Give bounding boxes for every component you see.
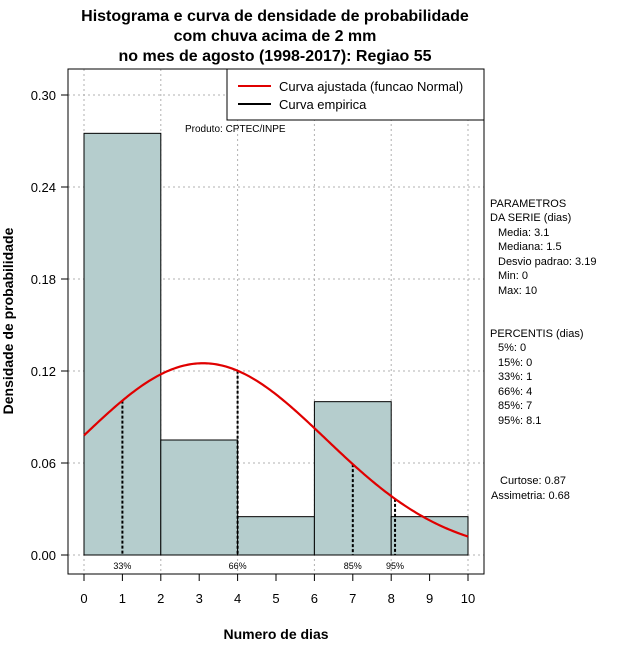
parameters-heading-1: PARAMETROS xyxy=(490,198,566,210)
percentile-95: 95%: 8.1 xyxy=(498,415,541,427)
chart-title-line-2: com chuva acima de 2 mm xyxy=(174,28,377,45)
y-tick-label-4: 0.24 xyxy=(31,180,56,195)
percentile-label-0: 33% xyxy=(113,561,131,571)
percentile-label-1: 66% xyxy=(229,561,247,571)
histogram-bar-2 xyxy=(237,516,315,556)
skewness: Assimetria: 0.68 xyxy=(491,490,570,502)
percentile-markers: 33% 66% 85% 95% xyxy=(113,370,404,571)
x-tick-label-0: 0 xyxy=(80,591,87,606)
y-axis-label: Densidade de probabilidade xyxy=(0,227,16,414)
y-tick-label-5: 0.30 xyxy=(31,88,56,103)
kurtosis: Curtose: 0.87 xyxy=(500,475,566,487)
x-tick-label-10: 10 xyxy=(461,591,475,606)
percentile-15: 15%: 0 xyxy=(498,357,532,369)
x-tick-label-8: 8 xyxy=(388,591,395,606)
parameter-mean: Media: 3.1 xyxy=(498,227,549,239)
histogram-bars xyxy=(83,132,469,556)
x-tick-label-5: 5 xyxy=(272,591,279,606)
producer-annotation: Produto: CPTEC/INPE xyxy=(185,124,286,135)
parameter-max: Max: 10 xyxy=(498,285,537,297)
legend-empirical-label: Curva empirica xyxy=(279,97,367,112)
distribution-shape: Curtose: 0.87 Assimetria: 0.68 xyxy=(491,475,570,502)
chart-title-line-3: no mes de agosto (1998-2017): Regiao 55 xyxy=(119,48,432,65)
percentile-label-2: 85% xyxy=(344,561,362,571)
y-tick-label-1: 0.06 xyxy=(31,456,56,471)
histogram-bar-0 xyxy=(83,132,162,556)
x-tick-label-1: 1 xyxy=(119,591,126,606)
parameters-heading-2: DA SERIE (dias) xyxy=(490,212,571,224)
x-axis-label: Numero de dias xyxy=(223,626,328,642)
series-parameters: PARAMETROS DA SERIE (dias) Media: 3.1 Me… xyxy=(490,198,596,297)
chart-title-line-1: Histograma e curva de densidade de proba… xyxy=(81,8,469,25)
x-tick-label-6: 6 xyxy=(311,591,318,606)
x-tick-label-9: 9 xyxy=(426,591,433,606)
percentiles-list: PERCENTIS (dias) 5%: 0 15%: 0 33%: 1 66%… xyxy=(490,328,584,427)
percentiles-heading: PERCENTIS (dias) xyxy=(490,328,584,340)
legend-box xyxy=(226,68,485,121)
x-tick-label-3: 3 xyxy=(196,591,203,606)
percentile-85: 85%: 7 xyxy=(498,400,532,412)
parameter-median: Mediana: 1.5 xyxy=(498,241,562,253)
histogram-bar-4 xyxy=(390,516,469,556)
y-tick-label-0: 0.00 xyxy=(31,548,56,563)
x-tick-label-7: 7 xyxy=(349,591,356,606)
percentile-5: 5%: 0 xyxy=(498,342,526,354)
parameter-min: Min: 0 xyxy=(498,270,528,282)
histogram-bar-1 xyxy=(160,439,239,556)
y-tick-label-2: 0.12 xyxy=(31,364,56,379)
x-tick-label-2: 2 xyxy=(157,591,164,606)
y-tick-label-3: 0.18 xyxy=(31,272,56,287)
normal-fit-curve xyxy=(83,362,469,538)
percentile-33: 33%: 1 xyxy=(498,371,532,383)
legend-fit-label: Curva ajustada (funcao Normal) xyxy=(279,79,463,94)
percentile-label-3: 95% xyxy=(386,561,404,571)
axes: 0 1 2 3 4 5 6 7 8 9 10 0.00 0.06 0.12 0.18 0.24 0.30 xyxy=(31,88,476,606)
parameter-stddev: Desvio padrao: 3.19 xyxy=(498,256,596,268)
x-tick-label-4: 4 xyxy=(234,591,241,606)
percentile-66: 66%: 4 xyxy=(498,386,532,398)
legend: Curva ajustada (funcao Normal) Curva emp… xyxy=(226,68,485,121)
